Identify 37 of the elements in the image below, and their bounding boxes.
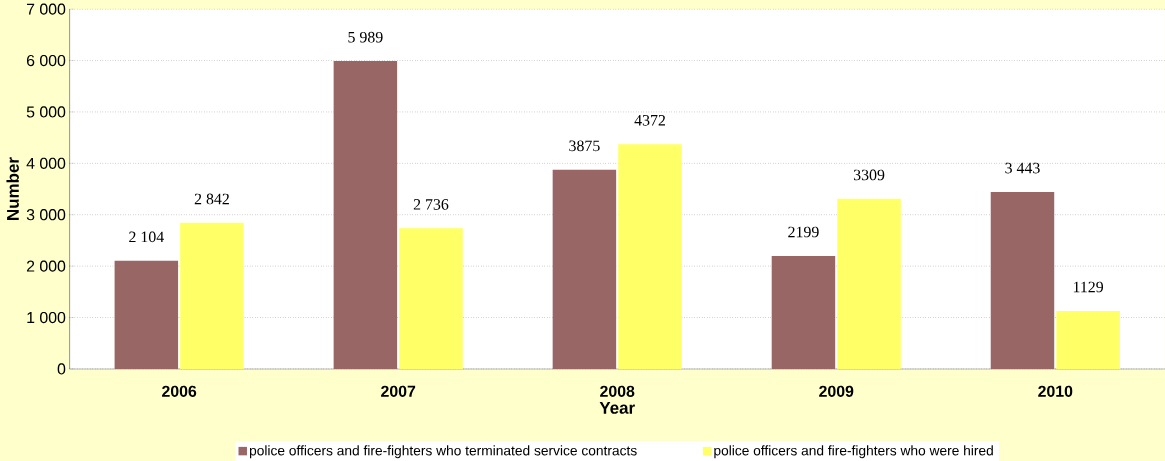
bar [180, 222, 244, 369]
legend-label: police officers and fire-fighters who terminated service contracts [249, 445, 637, 459]
data-label: 2199 [788, 226, 819, 238]
bar [771, 255, 836, 369]
x-tick-label: 2009 [819, 385, 854, 397]
x-tick-label: 2007 [381, 385, 416, 397]
y-tick-label: 3 000 [26, 209, 66, 221]
data-label: 3 443 [1005, 162, 1040, 174]
data-label: 3309 [853, 169, 885, 181]
bar [399, 228, 463, 369]
x-axis-title: Year [599, 401, 635, 414]
x-tick-label: 2008 [600, 385, 635, 397]
data-label: 4372 [634, 114, 666, 126]
x-tick-label: 2010 [1038, 385, 1073, 397]
data-label: 2 104 [129, 231, 164, 243]
data-label: 3875 [569, 140, 600, 152]
y-tick-label: 7 000 [26, 3, 66, 15]
y-tick-label: 2 000 [26, 260, 66, 272]
bar [990, 191, 1055, 369]
bar [552, 169, 617, 369]
y-tick-label: 1 000 [27, 311, 66, 324]
bar [618, 144, 682, 369]
bar [837, 198, 901, 369]
y-tick-label: 5 000 [26, 106, 66, 118]
y-axis-title: Number [6, 157, 19, 220]
data-label: 1129 [1073, 281, 1104, 293]
y-tick-label: 6 000 [26, 54, 66, 67]
data-label: 5 989 [348, 31, 383, 43]
bar [114, 260, 179, 369]
bar [1056, 310, 1120, 369]
x-tick-label: 2006 [162, 385, 197, 397]
y-tick-label: 0 [57, 363, 66, 375]
data-label: 2 736 [413, 199, 449, 210]
legend-label: police officers and fire-fighters who were hired [714, 445, 993, 459]
bar [333, 61, 398, 369]
y-tick-label: 4 000 [26, 157, 66, 169]
data-label: 2 842 [194, 193, 229, 205]
